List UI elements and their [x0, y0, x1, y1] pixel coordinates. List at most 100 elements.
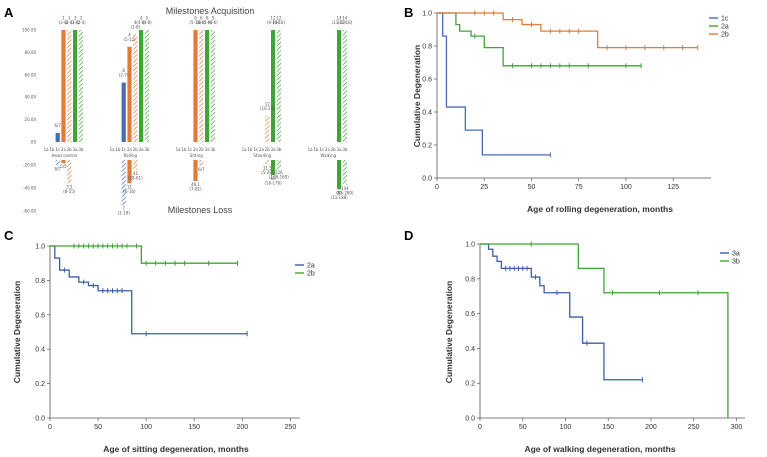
- subtype-tick-label: 1b: [115, 147, 121, 152]
- loss-bar: [342, 160, 347, 185]
- subtype-tick-label: 1b: [49, 147, 55, 152]
- subtype-tick-label: 2b: [67, 147, 73, 152]
- acquisition-bar: [127, 46, 132, 142]
- subtype-tick-label: 1c: [187, 147, 192, 152]
- acquisition-bar: [121, 82, 126, 142]
- panel-a-ytick: 100.00: [22, 28, 36, 33]
- loss-bar: [271, 160, 276, 175]
- y-tick-label: 0.8: [422, 44, 432, 51]
- panel-a-subtitle: Milestones Loss: [168, 205, 233, 215]
- acquisition-bar: [265, 116, 270, 142]
- subtype-tick-label: 3a: [139, 147, 145, 152]
- acquisition-data-label: (2-8): [59, 20, 69, 25]
- acquisition-data-label: 12: [271, 16, 277, 21]
- panel-a-bars: [55, 30, 347, 205]
- panel-a-ytick: 40.00: [25, 95, 37, 100]
- x-tick-label: 50: [94, 424, 102, 431]
- loss-data-label: 41: [133, 171, 139, 176]
- panel-letter-d: D: [404, 228, 413, 243]
- y-tick-label: 1.0: [465, 242, 475, 249]
- panel-d-legend: 3a 3b: [720, 251, 740, 266]
- subtype-tick-label: 2b: [331, 147, 337, 152]
- km-series-2a: [437, 12, 642, 67]
- acquisition-data-label: 5: [146, 16, 149, 21]
- acquisition-bar: [199, 30, 204, 142]
- x-tick-label: 125: [667, 184, 679, 191]
- loss-data-label: 7: [122, 206, 125, 211]
- y-tick-label: 0.0: [35, 416, 45, 423]
- acquisition-data-label: 4: [128, 32, 131, 37]
- loss-bar: [61, 160, 66, 163]
- x-tick-label: 250: [688, 424, 700, 431]
- loss-bar: [55, 160, 60, 166]
- subtype-tick-label: 1a: [110, 147, 116, 152]
- acquisition-data-label: (4-8): [136, 20, 146, 25]
- acquisition-data-label: (2-4): [76, 20, 86, 25]
- y-tick-label: 0.4: [35, 347, 45, 354]
- loss-bar: [67, 160, 72, 184]
- km-series-2a: [50, 245, 248, 335]
- subtype-tick-label: 3b: [210, 147, 216, 152]
- x-tick-label: 100: [620, 184, 632, 191]
- panel-a-labels: 1a 1b 1c6/72a1(2-8)2b1(2-4)3a3(3-4)3b3(2-4…: [44, 16, 354, 216]
- acquisition-bar: [139, 30, 144, 142]
- loss-data-label: 126: [275, 170, 283, 175]
- legend-label-2a: 2a: [721, 24, 729, 31]
- loss-bar: [121, 160, 126, 205]
- subtype-tick-label: 3b: [276, 147, 282, 152]
- acquisition-data-label: (10-23): [260, 106, 275, 111]
- y-tick-label: 0.0: [422, 176, 432, 183]
- group-name-label: Walking: [320, 153, 336, 158]
- subtype-tick-label: 3a: [337, 147, 343, 152]
- loss-bar: [199, 160, 204, 166]
- x-tick-label: 25: [480, 184, 488, 191]
- loss-data-label: (108-169): [269, 175, 289, 180]
- x-tick-label: 100: [560, 424, 572, 431]
- panel-c-legend: 2a 2b: [295, 263, 315, 278]
- loss-data-label: 144: [341, 186, 349, 191]
- subtype-tick-label: 1a: [308, 147, 314, 152]
- acquisition-data-label: 6: [206, 16, 209, 21]
- acquisition-bar: [133, 34, 138, 143]
- acquisition-bar: [144, 30, 149, 142]
- panel-a-title: Milestones Acquisition: [166, 6, 255, 16]
- acquisition-bar: [205, 30, 210, 142]
- y-tick-label: 0.4: [465, 346, 475, 353]
- loss-data-label: 5/5: [60, 164, 67, 169]
- x-tick-label: 0: [435, 184, 439, 191]
- acquisition-data-label: 3: [74, 16, 77, 21]
- legend-label-2b: 2b: [721, 32, 729, 39]
- panel-d-walking-km-chart: Age of walking degeneration, months Cumu…: [444, 241, 745, 454]
- loss-data-label: (18-176): [264, 181, 282, 186]
- legend-label-3b: 3b: [732, 259, 740, 266]
- loss-data-label: 46.1: [191, 182, 200, 187]
- loss-data-label: 90: [337, 190, 343, 195]
- y-tick-label: 0.2: [422, 143, 432, 150]
- acquisition-data-label: 12: [276, 16, 282, 21]
- acquisition-data-label: 12: [265, 102, 271, 107]
- acquisition-bar: [342, 30, 347, 142]
- y-tick-label: 1.0: [422, 11, 432, 18]
- loss-data-label: (13-188): [330, 195, 348, 200]
- panel-b-rolling-km-chart: Age of rolling degeneration, months Cumu…: [412, 10, 729, 214]
- y-tick-label: 0.2: [35, 381, 45, 388]
- y-tick-label: 0.4: [422, 110, 432, 117]
- acquisition-bar: [61, 30, 66, 142]
- loss-data-label: (6-16): [123, 189, 136, 194]
- subtype-tick-label: 3a: [271, 147, 277, 152]
- y-tick-label: 0.6: [422, 77, 432, 84]
- loss-data-label: (96-289): [336, 190, 354, 195]
- acquisition-data-label: (4-8): [142, 20, 152, 25]
- acquisition-data-label: (2-4): [64, 20, 74, 25]
- loss-bar: [193, 160, 198, 181]
- subtype-tick-label: 1c: [319, 147, 324, 152]
- acquisition-bar: [193, 30, 198, 142]
- acquisition-data-label: (5-9): [202, 20, 212, 25]
- loss-bar: [337, 160, 342, 190]
- panel-c-ylabel: Cumulative Degeneration: [12, 281, 22, 384]
- panel-a-y-axis: 100.00 80.00 60.00 40.00 20.00 .00 -20.00 -40.0…: [22, 28, 36, 214]
- acquisition-data-label: (11-22): [332, 20, 347, 25]
- subtype-tick-label: 2a: [127, 147, 133, 152]
- acquisition-data-label: (6-6): [208, 20, 218, 25]
